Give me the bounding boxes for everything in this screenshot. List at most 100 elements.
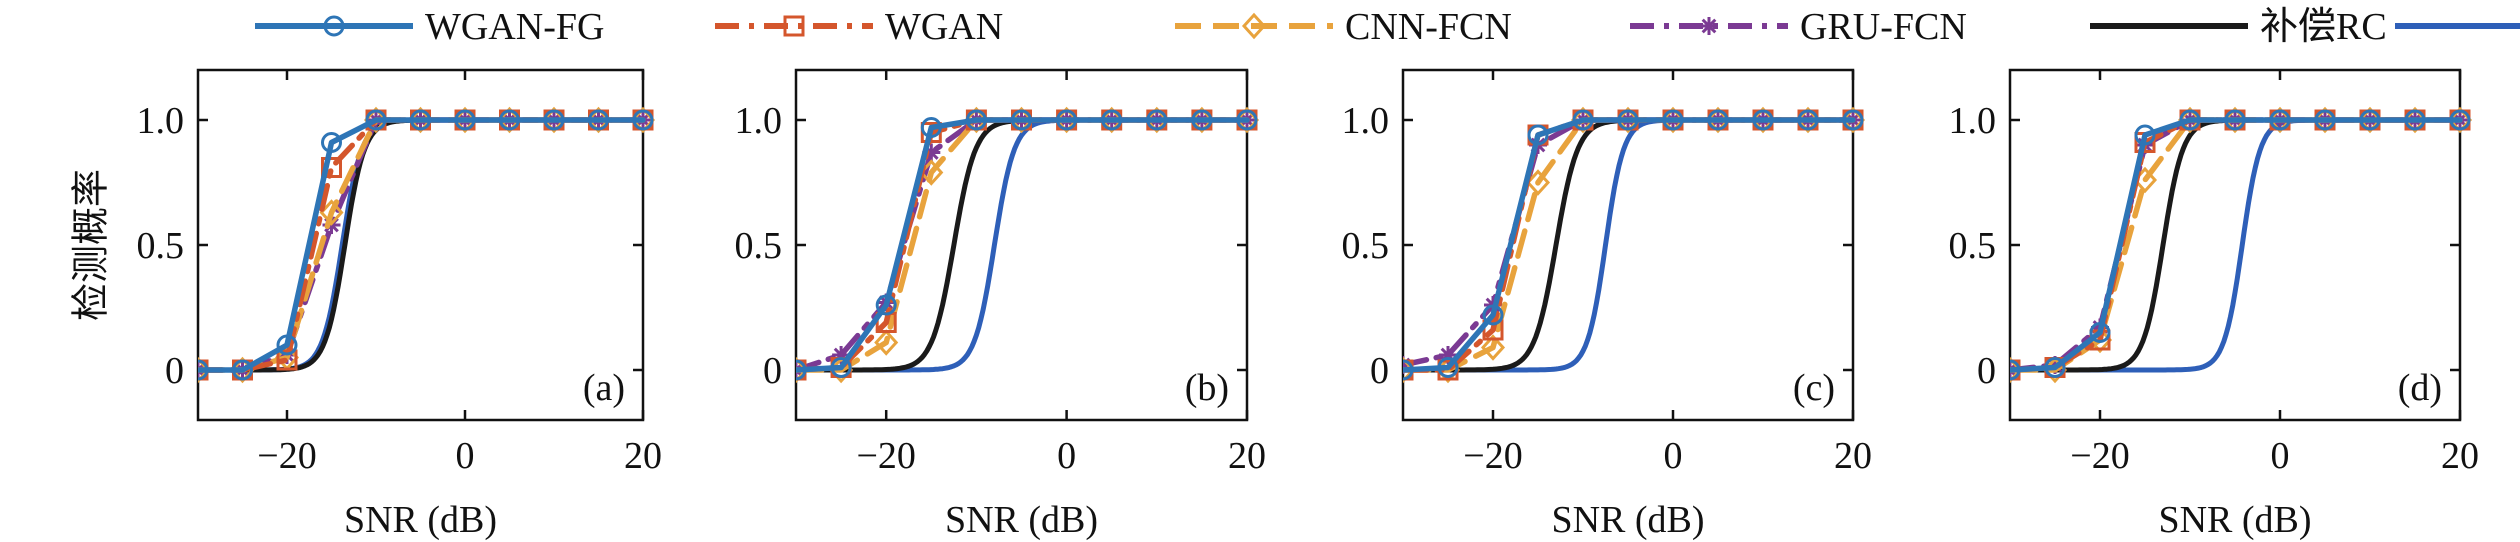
legend-label: 补偿RC	[2260, 6, 2387, 48]
x-tick-label: 0	[2271, 435, 2290, 477]
data-point	[2044, 357, 2066, 378]
data-point	[1527, 124, 1549, 146]
legend-marker	[323, 15, 345, 37]
data-point	[543, 109, 565, 131]
data-point	[1525, 169, 1551, 196]
series-RC	[2010, 117, 2463, 373]
data-point	[1236, 109, 1258, 131]
legend-label: GRU-FCN	[1800, 6, 1967, 48]
series-line	[198, 117, 646, 373]
series-line	[2010, 117, 2463, 373]
panels: −20 0 20 0 0.5 1.0 SNR (dB) (a) −20 0 20 0 0.5 1.0 SNR…	[137, 68, 2479, 541]
series-line	[198, 117, 646, 373]
data-point	[321, 132, 342, 153]
data-point	[1437, 357, 1459, 378]
data-point	[1146, 109, 1168, 131]
y-tick-label: 0	[165, 350, 184, 392]
data-point	[2134, 124, 2156, 146]
panel-b: −20 0 20 0 0.5 1.0 SNR (dB) (b)	[735, 68, 1266, 541]
data-point	[1797, 109, 1819, 131]
plot-area	[796, 106, 1260, 384]
series-WGAN-FG	[198, 109, 654, 381]
y-tick-label: 1.0	[137, 100, 185, 142]
plot-area	[2010, 106, 2473, 384]
data-point	[1842, 109, 1864, 131]
data-point	[365, 109, 387, 131]
x-tick-label: 20	[624, 435, 662, 477]
data-point	[454, 109, 476, 131]
data-point	[1707, 109, 1729, 131]
series-line	[1403, 117, 1856, 368]
series-WGAN-FG	[2010, 109, 2471, 381]
series-line	[1403, 117, 1856, 373]
series-GRU-FCN	[1403, 111, 1862, 374]
data-point	[632, 109, 654, 131]
data-point	[796, 359, 807, 381]
data-point	[2224, 109, 2246, 131]
data-point	[2314, 109, 2336, 131]
panel-label: (b)	[1185, 367, 1229, 409]
data-point	[1662, 109, 1684, 131]
series-line	[1403, 117, 1856, 373]
y-tick-label: 0	[1370, 350, 1389, 392]
series-line	[2010, 117, 2463, 373]
series-line	[1403, 117, 1856, 373]
x-axis-label: SNR (dB)	[2158, 499, 2311, 541]
panel-a: −20 0 20 0 0.5 1.0 SNR (dB) (a)	[137, 68, 662, 541]
x-tick-label: −20	[856, 435, 915, 477]
y-tick-label: 0.5	[137, 225, 185, 267]
data-point	[499, 109, 520, 131]
y-tick-label: 0.5	[1342, 225, 1390, 267]
series-line	[1403, 117, 1856, 373]
plot-area	[1403, 106, 1866, 384]
legend-item: 补偿RC	[2090, 6, 2387, 48]
series-GRU-FCN	[198, 111, 652, 379]
y-tick-label: 0.5	[735, 225, 783, 267]
legend-item: WGAN	[715, 6, 1003, 48]
series-line	[2010, 117, 2463, 373]
panel-c: −20 0 20 0 0.5 1.0 SNR (dB) (c)	[1342, 68, 1872, 541]
series-line	[2010, 117, 2463, 373]
data-point	[2179, 109, 2201, 131]
legend-label: CNN-FCN	[1345, 6, 1512, 48]
data-point	[2089, 322, 2111, 343]
series-补偿RC	[198, 117, 646, 373]
x-tick-label: 0	[456, 435, 475, 477]
series-RC	[198, 117, 646, 373]
legend-item: WGAN-FG	[255, 6, 604, 48]
y-tick-label: 1.0	[1342, 100, 1390, 142]
series-GRU-FCN	[2010, 111, 2469, 379]
panel-label: (d)	[2398, 367, 2442, 409]
data-point	[276, 334, 298, 356]
series-line	[2010, 117, 2463, 373]
data-point	[830, 357, 852, 378]
data-point	[232, 359, 253, 381]
plot-area	[198, 106, 656, 384]
legend-item: GRU-FCN	[1630, 6, 1967, 48]
data-point	[1752, 109, 1774, 131]
data-point	[965, 109, 987, 131]
series-RC	[1403, 117, 1856, 373]
x-tick-label: −20	[257, 435, 316, 477]
y-tick-label: 0.5	[1949, 225, 1997, 267]
legend-item: CNN-FCN	[1175, 6, 1512, 48]
data-point	[2010, 359, 2021, 381]
x-tick-label: 20	[1228, 435, 1266, 477]
data-point	[920, 117, 942, 138]
x-tick-label: 0	[1057, 435, 1076, 477]
x-tick-label: 20	[1834, 435, 1872, 477]
data-point	[2449, 109, 2471, 131]
legend: WGAN-FG WGAN CNN-FCN GRU-FCN 补偿RC RC	[255, 6, 2520, 48]
legend-item: RC	[2395, 23, 2520, 29]
series-line	[1403, 117, 1856, 373]
series-WGAN	[2010, 109, 2471, 381]
legend-label: WGAN	[885, 6, 1003, 48]
y-tick-label: 1.0	[735, 100, 783, 142]
x-axis-label: SNR (dB)	[344, 499, 497, 541]
panel-label: (c)	[1793, 367, 1835, 409]
data-point	[198, 359, 209, 381]
data-point	[2269, 109, 2291, 131]
data-point	[1056, 109, 1078, 131]
data-point	[1482, 319, 1504, 341]
